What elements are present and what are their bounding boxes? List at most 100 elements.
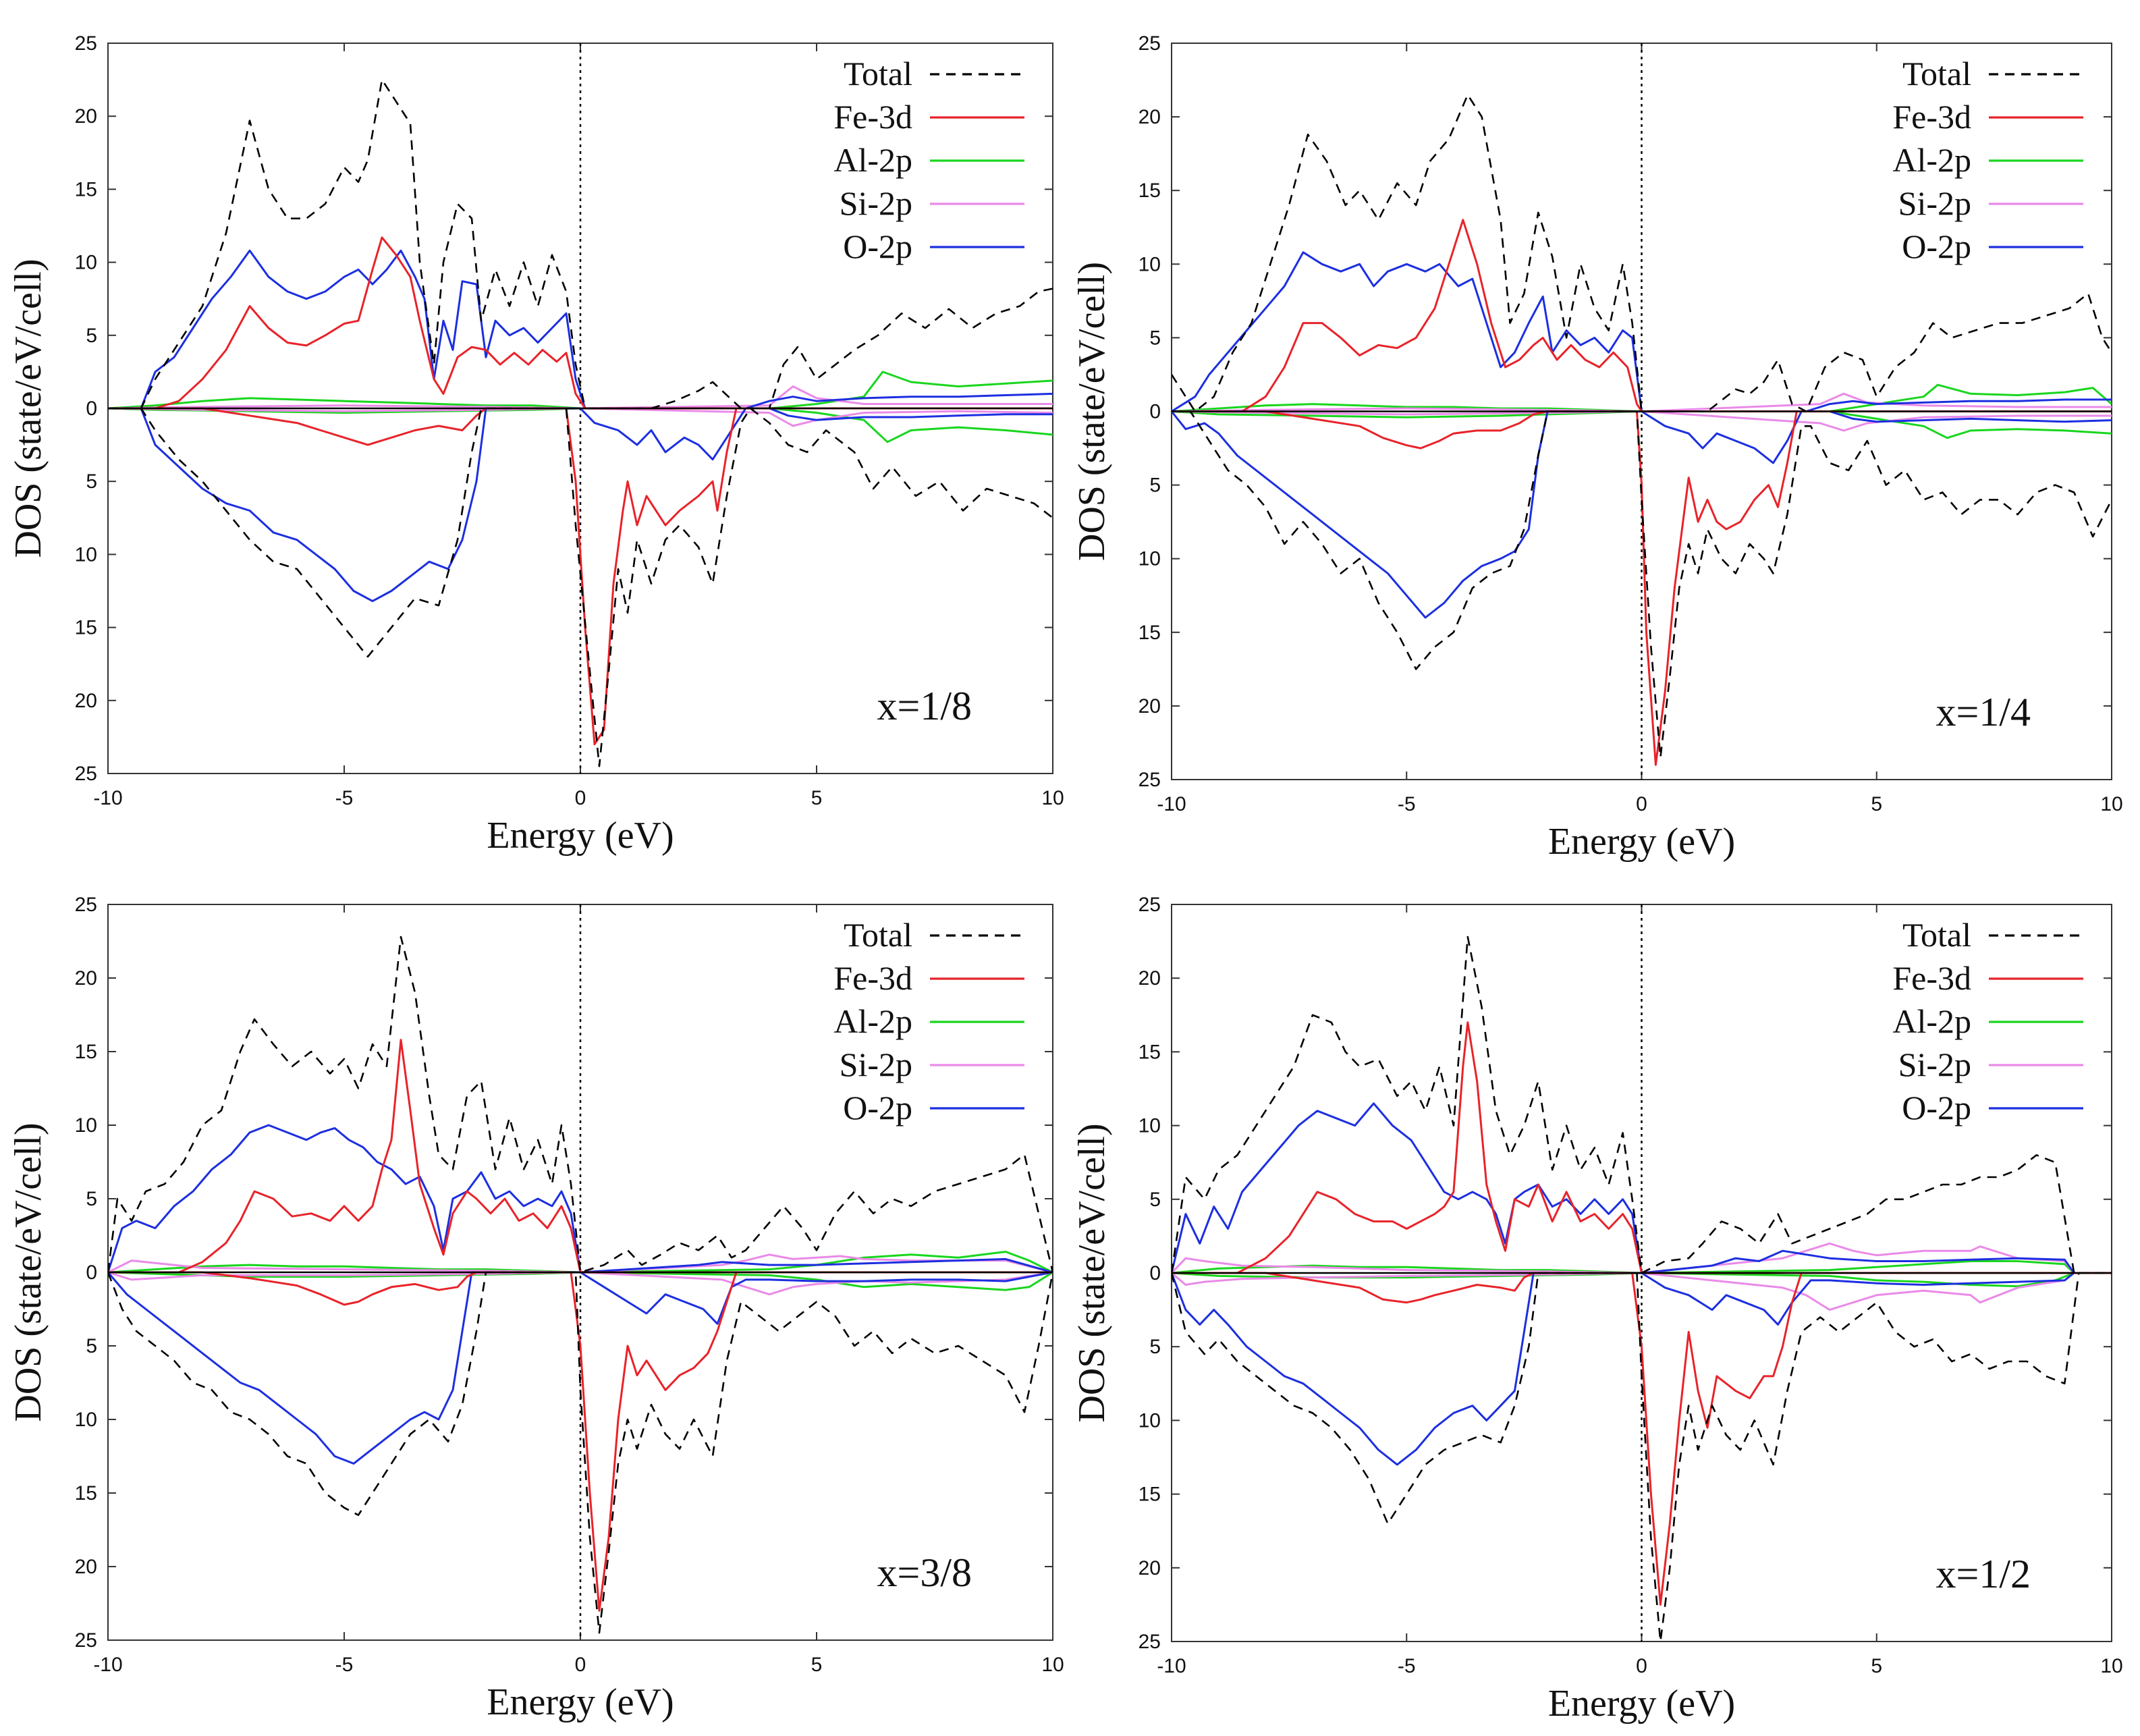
series-fe-3d-spin-down (1172, 410, 2112, 766)
y-tick-label: 20 (1138, 106, 1161, 128)
x-tick-label: 0 (1636, 793, 1647, 815)
y-tick-label: 25 (1138, 894, 1161, 916)
legend-label: Total (844, 916, 912, 954)
legend-label: Total (844, 55, 912, 92)
series-total-spin-up (1172, 94, 2112, 412)
y-tick-label: 5 (86, 470, 97, 493)
legend-label: Al-2p (833, 141, 912, 179)
composition-annotation: x=1/8 (877, 684, 972, 728)
y-tick-label: 25 (75, 763, 97, 785)
y-axis-title: DOS (state/eV/cell) (1071, 1123, 1113, 1422)
series-si-2p-spin-down (108, 407, 1053, 427)
y-tick-label: 0 (86, 398, 97, 420)
y-tick-label: 10 (75, 1409, 97, 1431)
series-al-2p-spin-up (108, 371, 1053, 410)
series-si-2p-spin-down (108, 1271, 1053, 1296)
y-tick-label: 25 (1138, 1631, 1161, 1653)
composition-annotation: x=3/8 (877, 1550, 972, 1595)
legend-label: Si-2p (1898, 1046, 1971, 1083)
y-tick-label: 20 (75, 690, 97, 712)
y-tick-label: 20 (75, 967, 97, 989)
y-tick-label: 10 (1138, 1409, 1161, 1432)
y-axis-title: DOS (state/eV/cell) (7, 1122, 49, 1421)
y-tick-label: 20 (75, 1556, 97, 1578)
x-axis-title: Energy (eV) (487, 1681, 674, 1723)
x-tick-label: 0 (575, 1654, 586, 1676)
legend-label: Fe-3d (1892, 98, 1971, 136)
x-tick-label: -5 (1398, 1655, 1416, 1677)
x-tick-label: -10 (1157, 1655, 1186, 1677)
x-tick-label: 0 (1636, 1655, 1647, 1677)
composition-annotation: x=1/4 (1936, 690, 2031, 734)
y-tick-label: 15 (1138, 1041, 1161, 1063)
y-tick-label: 10 (75, 1114, 97, 1137)
y-tick-label: 5 (1149, 1336, 1161, 1358)
y-tick-label: 5 (1149, 327, 1161, 349)
series-total-spin-down (1172, 410, 2112, 759)
x-axis-title: Energy (eV) (1548, 1683, 1735, 1725)
x-tick-label: 5 (1871, 1655, 1882, 1677)
series-fe-3d-spin-down (1172, 1272, 2112, 1606)
series-al-2p-spin-down (108, 1271, 1053, 1291)
y-tick-label: 5 (86, 325, 97, 347)
x-tick-label: -10 (93, 1654, 122, 1676)
x-tick-label: 5 (811, 787, 823, 809)
y-axis-title: DOS (state/eV/cell) (1071, 262, 1113, 561)
series-total-spin-up (108, 78, 1053, 410)
series-si-2p-spin-up (1172, 392, 2112, 412)
y-tick-label: 10 (1138, 548, 1161, 570)
y-tick-label: 15 (75, 1041, 97, 1063)
legend-label: Si-2p (1898, 184, 1971, 222)
series-si-2p-spin-down (1172, 1272, 2112, 1311)
series-fe-3d-spin-up (108, 1039, 1053, 1274)
x-tick-label: -10 (93, 787, 122, 809)
y-tick-label: 25 (1138, 32, 1161, 55)
series-total-spin-down (108, 1271, 1053, 1634)
y-tick-label: 0 (1149, 1262, 1161, 1284)
y-tick-label: 25 (75, 1629, 97, 1652)
series-fe-3d-spin-up (1172, 219, 2112, 412)
x-tick-label: 10 (1041, 787, 1064, 809)
x-tick-label: 10 (2100, 1655, 2122, 1677)
series-o-2p-spin-up (108, 1124, 1053, 1274)
y-tick-label: 15 (1138, 180, 1161, 202)
legend-label: Si-2p (840, 1046, 912, 1083)
y-tick-label: 0 (86, 1262, 97, 1284)
series-group (108, 78, 1053, 767)
legend-label: Al-2p (833, 1002, 912, 1040)
legend-label: O-2p (843, 227, 912, 265)
y-tick-label: 20 (1138, 1557, 1161, 1579)
series-o-2p-spin-down (108, 1271, 1053, 1465)
series-si-2p-spin-up (1172, 1242, 2112, 1274)
x-tick-label: -5 (335, 1654, 354, 1676)
y-tick-label: 5 (1149, 1189, 1161, 1211)
legend-label: Al-2p (1892, 1002, 1971, 1040)
y-tick-label: 5 (86, 1188, 97, 1210)
y-tick-label: 10 (1138, 253, 1161, 275)
legend-label: Al-2p (1892, 141, 1971, 179)
x-tick-label: 5 (811, 1654, 823, 1676)
x-tick-label: 5 (1871, 793, 1882, 815)
y-tick-label: 25 (75, 32, 97, 55)
legend-label: Si-2p (840, 184, 912, 222)
x-axis-title: Energy (eV) (487, 815, 674, 857)
series-si-2p-spin-down (1172, 410, 2112, 432)
y-tick-label: 25 (1138, 769, 1161, 791)
series-total-spin-up (108, 935, 1053, 1274)
y-tick-label: 0 (1149, 401, 1161, 423)
series-fe-3d-spin-up (108, 236, 1053, 410)
legend-label: Total (1902, 916, 1971, 954)
y-tick-label: 15 (75, 178, 97, 200)
series-o-2p-spin-up (1172, 251, 2112, 412)
series-o-2p-spin-down (1172, 410, 2112, 619)
legend-label: Fe-3d (833, 98, 912, 136)
y-axis-title: DOS (state/eV/cell) (7, 259, 49, 558)
series-fe-3d-spin-down (108, 407, 1053, 746)
series-o-2p-spin-down (1172, 1272, 2112, 1466)
legend-label: O-2p (1902, 1089, 1971, 1127)
y-tick-label: 10 (75, 252, 97, 274)
y-tick-label: 15 (1138, 622, 1161, 644)
y-tick-label: 15 (1138, 1484, 1161, 1506)
y-tick-label: 10 (75, 543, 97, 566)
